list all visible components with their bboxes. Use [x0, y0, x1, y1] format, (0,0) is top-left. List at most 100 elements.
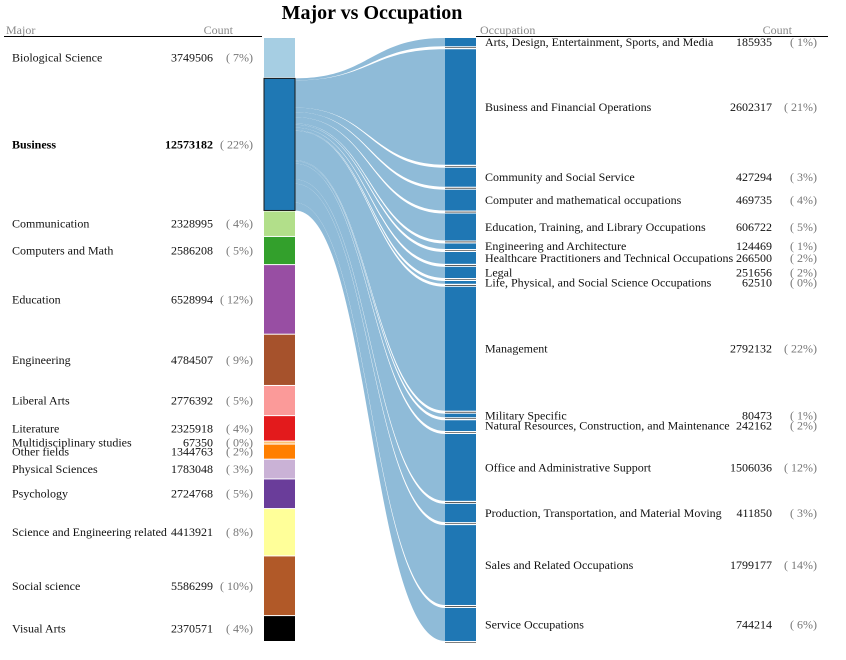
occupation-percent: ( 14%)	[784, 558, 817, 572]
occupation-label: Legal	[485, 265, 513, 279]
major-count: 12573182	[165, 137, 213, 151]
occupation-percent: ( 1%)	[790, 239, 817, 253]
occupation-count: 469735	[736, 193, 772, 207]
major-label: Biological Science	[12, 51, 102, 65]
occupation-bar-community-and-social-service[interactable]	[445, 167, 476, 187]
major-bar-business[interactable]	[263, 77, 296, 211]
major-percent: ( 5%)	[226, 244, 253, 258]
link-business-to-military-specific	[295, 160, 445, 418]
occupation-label: Business and Financial Operations	[485, 100, 652, 114]
occupation-label: Military Specific	[485, 408, 567, 422]
occupation-count: 1799177	[730, 558, 772, 572]
major-count: 2586208	[171, 244, 213, 258]
major-nodes: Biological Science 3749506 ( 7%) Business 12…	[12, 38, 296, 641]
link-business-to-life-physical-and-social-science-occupations	[295, 130, 445, 284]
occupation-count: 427294	[736, 170, 772, 184]
occupation-bar-education-training-and-library-occupations[interactable]	[445, 213, 476, 241]
major-label: Science and Engineering related	[12, 525, 167, 539]
link-business-to-education-training-and-library-occupations	[295, 117, 445, 241]
major-bar-physical-sciences[interactable]	[264, 459, 295, 479]
occupation-bar-business-and-financial-operations[interactable]	[445, 49, 476, 165]
major-label: Computers and Math	[12, 244, 113, 258]
major-column-header: Major	[6, 23, 35, 37]
major-bar-communication[interactable]	[264, 211, 295, 236]
occupation-percent: ( 1%)	[790, 35, 817, 49]
occupation-bar-life-physical-and-social-science-occupations[interactable]	[445, 280, 476, 284]
occupation-percent: ( 0%)	[790, 275, 817, 289]
chart-title: Major vs Occupation	[282, 2, 463, 24]
link-business-to-natural-resources-construction-and-maintenance	[295, 161, 445, 432]
occupation-percent: ( 4%)	[790, 193, 817, 207]
major-label: Engineering	[12, 353, 71, 367]
major-count: 2724768	[171, 487, 213, 501]
occupation-bar-natural-resources-construction-and-maintenance[interactable]	[445, 420, 476, 432]
occupation-label: Management	[485, 342, 548, 356]
major-bar-science-and-engineering-related[interactable]	[264, 509, 295, 556]
major-bar-engineering[interactable]	[264, 334, 295, 385]
occupation-label: Healthcare Practitioners and Technical O…	[485, 251, 733, 265]
major-percent: ( 4%)	[226, 217, 253, 231]
major-bar-liberal-arts[interactable]	[264, 385, 295, 416]
occupation-bar-computer-and-mathematical-occupations[interactable]	[445, 189, 476, 211]
occupation-bar-military-specific[interactable]	[445, 413, 476, 418]
major-bar-visual-arts[interactable]	[264, 616, 295, 641]
major-percent: ( 12%)	[220, 292, 253, 306]
major-percent: ( 10%)	[220, 579, 253, 593]
occupation-count: 242162	[736, 419, 772, 433]
occupation-label: Computer and mathematical occupations	[485, 193, 682, 207]
occupation-label: Engineering and Architecture	[485, 239, 626, 253]
occupation-count: 251656	[736, 265, 772, 279]
major-bar-biological-science[interactable]	[264, 38, 295, 78]
occupation-percent: ( 2%)	[790, 251, 817, 265]
major-bar-education[interactable]	[264, 265, 295, 334]
major-label: Psychology	[12, 487, 68, 501]
occupation-label: Service Occupations	[485, 617, 584, 631]
major-bar-other-fields[interactable]	[264, 444, 295, 459]
link-business-to-production-transportation-and-material-moving	[295, 179, 445, 523]
link-business-to-office-and-administrative-support	[295, 163, 445, 501]
major-percent: ( 3%)	[226, 462, 253, 476]
occupation-percent: ( 6%)	[790, 617, 817, 631]
occupation-bar-healthcare-practitioners-and-technical-occupations[interactable]	[445, 252, 476, 264]
occupation-bar-engineering-and-architecture[interactable]	[445, 243, 476, 250]
link-business-to-healthcare-practitioners-and-technical-occupations	[295, 124, 445, 264]
major-count: 1783048	[171, 462, 213, 476]
occupation-percent: ( 3%)	[790, 170, 817, 184]
major-bar-psychology[interactable]	[264, 479, 295, 509]
occupation-percent: ( 22%)	[784, 342, 817, 356]
major-bar-multidisciplinary-studies[interactable]	[264, 441, 295, 444]
major-count: 2370571	[171, 622, 213, 636]
major-count: 4413921	[171, 525, 213, 539]
link-business-to-engineering-and-architecture	[295, 123, 445, 250]
occupation-label: Community and Social Service	[485, 170, 635, 184]
major-percent: ( 5%)	[226, 394, 253, 408]
occupation-percent: ( 3%)	[790, 506, 817, 520]
occupation-label: Life, Physical, and Social Science Occup…	[485, 275, 712, 289]
occupation-percent: ( 1%)	[790, 408, 817, 422]
major-bar-computers-and-math[interactable]	[264, 236, 295, 265]
occupation-bar-sales-and-related-occupations[interactable]	[445, 525, 476, 605]
link-business-to-community-and-social-service	[295, 107, 445, 187]
occupation-bar-management[interactable]	[445, 286, 476, 411]
major-label: Education	[12, 292, 61, 306]
occupation-percent: ( 12%)	[784, 460, 817, 474]
link-business-to-legal	[295, 127, 445, 278]
major-bar-literature[interactable]	[264, 416, 295, 441]
major-count: 4784507	[171, 353, 213, 367]
occupation-bar-production-transportation-and-material-moving[interactable]	[445, 503, 476, 523]
occupation-bar-office-and-administrative-support[interactable]	[445, 434, 476, 501]
major-percent: ( 0%)	[226, 436, 253, 450]
occupation-percent: ( 21%)	[784, 100, 817, 114]
occupation-bar-legal[interactable]	[445, 266, 476, 278]
occupation-count-header: Count	[763, 23, 793, 37]
major-percent: ( 4%)	[226, 622, 253, 636]
major-percent: ( 8%)	[226, 525, 253, 539]
occupation-bar-arts-design-entertainment-sports-and-media[interactable]	[445, 38, 476, 47]
major-label: Liberal Arts	[12, 394, 70, 408]
occupation-bar-service-occupations[interactable]	[445, 607, 476, 641]
major-bar-social-science[interactable]	[264, 556, 295, 616]
major-count: 67350	[183, 436, 213, 450]
occupation-label: Natural Resources, Construction, and Mai…	[485, 419, 730, 433]
occupation-count: 2792132	[730, 342, 772, 356]
